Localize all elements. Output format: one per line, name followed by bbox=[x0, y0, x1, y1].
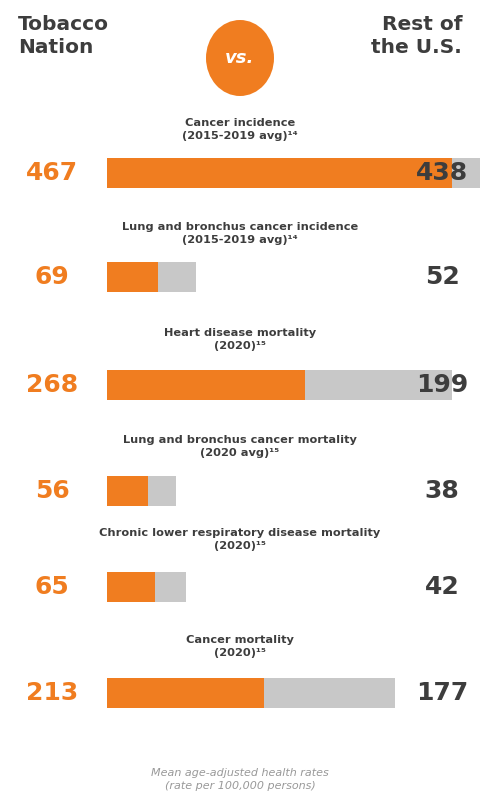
Text: Rest of
the U.S.: Rest of the U.S. bbox=[371, 15, 462, 57]
Text: 177: 177 bbox=[416, 681, 468, 705]
Bar bbox=[148, 476, 177, 506]
Text: Chronic lower respiratory disease mortality
(2020)¹⁵: Chronic lower respiratory disease mortal… bbox=[99, 528, 381, 551]
Text: 199: 199 bbox=[416, 373, 468, 397]
Bar bbox=[158, 262, 196, 292]
Text: 42: 42 bbox=[425, 575, 459, 599]
Bar bbox=[305, 370, 452, 400]
Text: 56: 56 bbox=[35, 479, 70, 503]
Bar bbox=[155, 572, 186, 602]
Text: 467: 467 bbox=[26, 161, 78, 185]
Bar bbox=[107, 476, 148, 506]
Text: 38: 38 bbox=[425, 479, 459, 503]
Bar bbox=[452, 158, 480, 188]
Bar bbox=[107, 262, 158, 292]
Text: Heart disease mortality
(2020)¹⁵: Heart disease mortality (2020)¹⁵ bbox=[164, 328, 316, 351]
Text: 69: 69 bbox=[35, 265, 70, 289]
Text: Lung and bronchus cancer incidence
(2015-2019 avg)¹⁴: Lung and bronchus cancer incidence (2015… bbox=[122, 222, 358, 245]
Bar bbox=[107, 572, 155, 602]
Text: Lung and bronchus cancer mortality
(2020 avg)¹⁵: Lung and bronchus cancer mortality (2020… bbox=[123, 435, 357, 458]
Bar bbox=[107, 158, 452, 188]
Bar bbox=[107, 370, 305, 400]
Text: Mean age-adjusted health rates
(rate per 100,000 persons): Mean age-adjusted health rates (rate per… bbox=[151, 768, 329, 791]
Text: vs.: vs. bbox=[225, 49, 255, 67]
Bar bbox=[107, 678, 264, 708]
Text: Cancer incidence
(2015-2019 avg)¹⁴: Cancer incidence (2015-2019 avg)¹⁴ bbox=[182, 118, 298, 141]
Ellipse shape bbox=[206, 20, 274, 96]
Text: 438: 438 bbox=[416, 161, 468, 185]
Text: 213: 213 bbox=[26, 681, 78, 705]
Text: 268: 268 bbox=[26, 373, 78, 397]
Text: 52: 52 bbox=[425, 265, 459, 289]
Text: 65: 65 bbox=[35, 575, 70, 599]
Bar bbox=[264, 678, 395, 708]
Text: Tobacco
Nation: Tobacco Nation bbox=[18, 15, 109, 57]
Text: Cancer mortality
(2020)¹⁵: Cancer mortality (2020)¹⁵ bbox=[186, 635, 294, 658]
